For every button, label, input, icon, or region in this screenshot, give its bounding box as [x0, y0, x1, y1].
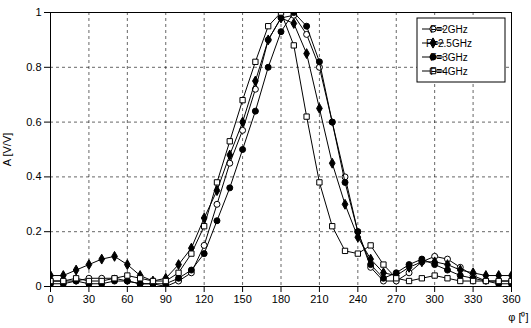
- svg-text:240: 240: [349, 293, 367, 305]
- svg-text:1: 1: [35, 6, 41, 18]
- svg-text:330: 330: [464, 293, 482, 305]
- svg-text:60: 60: [121, 293, 133, 305]
- svg-text:A [V/V]: A [V/V]: [1, 133, 13, 167]
- svg-text:0.4: 0.4: [26, 170, 41, 182]
- svg-text:90: 90: [160, 293, 172, 305]
- svg-text:180: 180: [272, 293, 290, 305]
- svg-text:360: 360: [502, 293, 520, 305]
- svg-text:300: 300: [425, 293, 443, 305]
- svg-text:150: 150: [233, 293, 251, 305]
- svg-text:0.6: 0.6: [26, 116, 41, 128]
- svg-text:120: 120: [195, 293, 213, 305]
- svg-text:0: 0: [47, 293, 53, 305]
- svg-text:φ [⁰]: φ [⁰]: [508, 311, 528, 323]
- svg-text:F=2GHz: F=2GHz: [430, 24, 468, 35]
- svg-text:30: 30: [83, 293, 95, 305]
- svg-text:F=2.5GHz: F=2.5GHz: [426, 38, 472, 49]
- svg-text:210: 210: [310, 293, 328, 305]
- svg-text:0.8: 0.8: [26, 61, 41, 73]
- svg-text:F=3GHz: F=3GHz: [430, 52, 468, 63]
- svg-text:0: 0: [35, 280, 41, 292]
- svg-text:0.2: 0.2: [26, 225, 41, 237]
- svg-text:270: 270: [387, 293, 405, 305]
- svg-text:F=4GHz: F=4GHz: [430, 66, 468, 77]
